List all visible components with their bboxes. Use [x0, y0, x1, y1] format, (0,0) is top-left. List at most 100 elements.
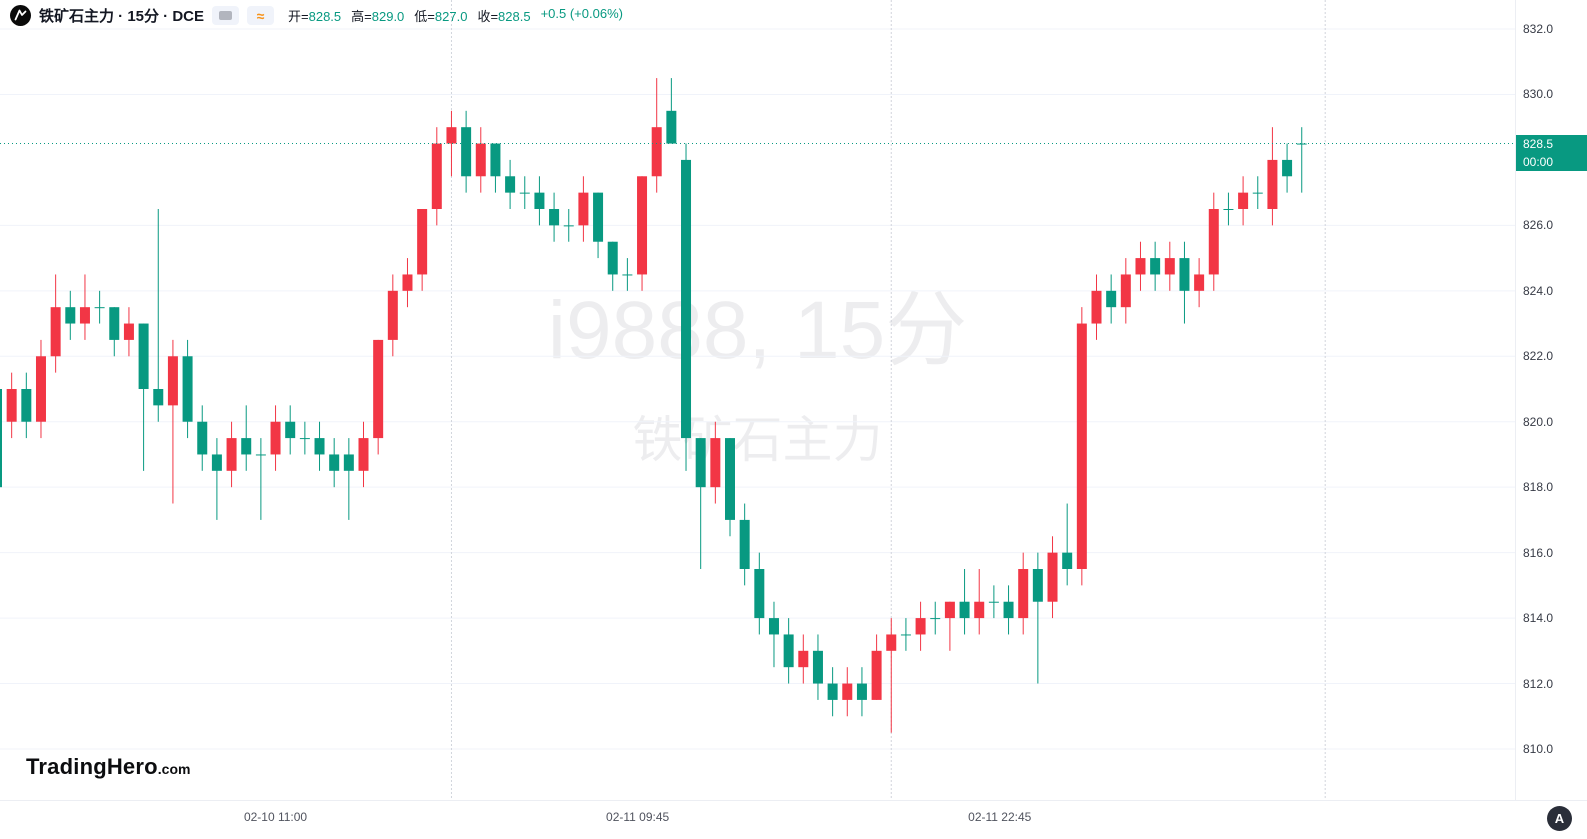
candle-body: [974, 601, 985, 619]
candle-body: [138, 323, 149, 389]
open-value: 828.5: [308, 9, 342, 24]
price-tick-label: 810.0: [1523, 742, 1554, 756]
candle-body: [490, 143, 501, 177]
candle-body: [1047, 552, 1058, 602]
candle-body: [842, 683, 853, 700]
candle-body: [1018, 569, 1029, 619]
candle-body: [1252, 192, 1263, 194]
candle-body: [1267, 159, 1278, 209]
candle-body: [1150, 258, 1161, 275]
candle-body: [65, 307, 76, 324]
candle-body: [358, 438, 369, 471]
candle-body: [739, 519, 750, 569]
candle-body: [783, 634, 794, 668]
close-label: 收=: [477, 9, 499, 24]
candle-body: [417, 209, 428, 275]
candle-body: [329, 454, 340, 471]
symbol-legend: 铁矿石主力 · 15分 · DCE ≈ 开=828.5 高=829.0 低=82…: [10, 5, 623, 26]
candle-body: [402, 274, 413, 291]
open-label: 开=: [288, 9, 309, 24]
change-value: +0.5 (+0.06%): [540, 6, 623, 21]
candle-body: [1106, 290, 1117, 308]
candle-body: [314, 438, 325, 455]
close-value: 828.5: [498, 9, 531, 24]
low-label: 低=: [414, 9, 435, 24]
time-axis-label: 02-11 22:45: [968, 810, 1032, 824]
candle-body: [959, 601, 970, 619]
time-axis[interactable]: A 02-10 11:00 02-11 09:45 02-11 22:45: [0, 800, 1587, 839]
candle-body: [299, 438, 310, 440]
chart-style-button[interactable]: [212, 6, 240, 25]
candle-body: [798, 650, 809, 668]
ohlc-readout: 开=828.5 高=829.0 低=827.0 收=828.5 +0.5 (+0…: [288, 6, 623, 25]
candle-body: [578, 192, 589, 226]
candle-body: [1076, 323, 1087, 569]
high-label: 高=: [351, 9, 372, 24]
candle-body: [211, 454, 222, 471]
low-value: 827.0: [434, 9, 468, 24]
candle-body: [886, 634, 897, 651]
candle-body: [768, 618, 779, 635]
chart-style-icon: [219, 11, 233, 20]
candle-body: [1194, 274, 1205, 291]
tradinghero-watermark-logo: TradingHero .com: [26, 754, 190, 780]
candle-body: [21, 389, 32, 422]
candle-body: [637, 176, 648, 275]
brand-suffix: .com: [157, 761, 191, 777]
price-axis[interactable]: 828.5 00:00 832.0 830.0 826.0 824.0 822.0 820…: [1515, 0, 1587, 800]
candle-body: [695, 438, 706, 488]
price-tick-label: 832.0: [1523, 22, 1554, 36]
candle-body: [446, 127, 457, 144]
candle-body: [373, 339, 384, 439]
brand-name: TradingHero: [26, 754, 158, 779]
candle-body: [79, 307, 90, 324]
candle-body: [1238, 192, 1249, 209]
candle-body: [915, 618, 926, 635]
candle-body: [1164, 258, 1175, 275]
candle-body: [549, 209, 560, 226]
candle-body: [622, 274, 633, 276]
candle-body: [1208, 209, 1219, 275]
candle-body: [944, 601, 955, 619]
candle-body: [197, 421, 208, 455]
high-value: 829.0: [371, 9, 405, 24]
candle-body: [123, 323, 134, 340]
candle-body: [505, 176, 516, 193]
candle-body: [519, 192, 530, 194]
bar-countdown: 00:00: [1523, 154, 1554, 169]
candle-body: [285, 421, 296, 439]
candle-body: [109, 307, 120, 340]
candle-body: [871, 650, 882, 700]
candle-body: [1091, 290, 1102, 324]
candle-body: [593, 192, 604, 242]
candle-body: [35, 356, 46, 422]
last-price-label: 828.5 00:00: [1516, 134, 1587, 171]
candle-body: [1223, 209, 1234, 210]
candle-body: [900, 634, 911, 636]
candle-body: [988, 601, 999, 603]
candle-body: [666, 110, 677, 144]
candle-body: [856, 683, 867, 700]
candle-body: [153, 389, 164, 406]
candle-body: [725, 438, 735, 520]
candlestick-chart[interactable]: [0, 0, 1515, 800]
candle-body: [1062, 552, 1073, 569]
candle-body: [270, 421, 281, 455]
candle-body: [1296, 143, 1307, 145]
account-button[interactable]: A: [1547, 806, 1572, 831]
candle-body: [431, 143, 442, 209]
candle-body: [1179, 258, 1190, 291]
chart-pane[interactable]: i9888, 15分 铁矿石主力 铁矿石主力 · 15分 · DCE ≈ 开=8…: [0, 0, 1515, 800]
symbol-title[interactable]: 铁矿石主力 · 15分 · DCE: [39, 8, 205, 25]
candle-body: [94, 307, 105, 309]
price-tick-label: 818.0: [1523, 480, 1554, 495]
candle-body: [754, 569, 765, 619]
candle-body: [255, 454, 266, 456]
price-tick-label: 812.0: [1523, 676, 1554, 691]
candle-body: [241, 438, 252, 455]
candle-body: [534, 192, 545, 209]
wave-indicator-button[interactable]: ≈: [247, 6, 275, 25]
candle-body: [6, 389, 17, 422]
price-tick-label: 824.0: [1523, 283, 1554, 298]
candle-body: [461, 127, 472, 177]
